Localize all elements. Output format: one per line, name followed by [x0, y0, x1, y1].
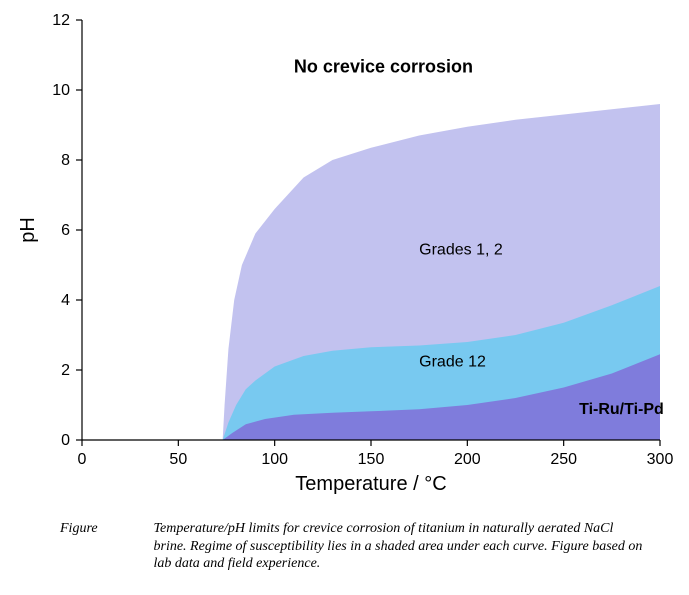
caption-label: Figure [60, 520, 150, 538]
series-label-grades_1_2: Grades 1, 2 [419, 242, 503, 259]
x-tick-label: 50 [169, 451, 187, 468]
figure-container: { "chart": { "type": "area", "width_px":… [0, 0, 689, 595]
caption-text: Temperature/pH limits for crevice corros… [154, 520, 644, 573]
y-axis-label: pH [17, 217, 39, 243]
y-tick-label: 0 [61, 432, 70, 449]
y-tick-label: 6 [61, 222, 70, 239]
x-tick-label: 250 [550, 451, 577, 468]
series-label-grade_12: Grade 12 [419, 354, 486, 371]
y-tick-label: 10 [52, 82, 70, 99]
x-tick-label: 300 [647, 451, 674, 468]
x-tick-label: 200 [454, 451, 481, 468]
annotation: No crevice corrosion [294, 57, 473, 77]
x-tick-label: 0 [78, 451, 87, 468]
x-tick-label: 100 [261, 451, 288, 468]
x-tick-label: 150 [358, 451, 385, 468]
y-tick-label: 2 [61, 362, 70, 379]
series-label-ti_ru_ti_pd: Ti-Ru/Ti-Pd [579, 401, 664, 418]
y-tick-label: 4 [61, 292, 70, 309]
corrosion-chart: 0 50 100 150 200 250 300 0 2 4 6 8 10 12 Temperature /… [0, 0, 689, 595]
y-tick-label: 8 [61, 152, 70, 169]
y-tick-label: 12 [52, 12, 70, 29]
x-axis-label: Temperature / °C [295, 473, 446, 495]
figure-caption: Figure Temperature/pH limits for crevice… [60, 520, 660, 573]
